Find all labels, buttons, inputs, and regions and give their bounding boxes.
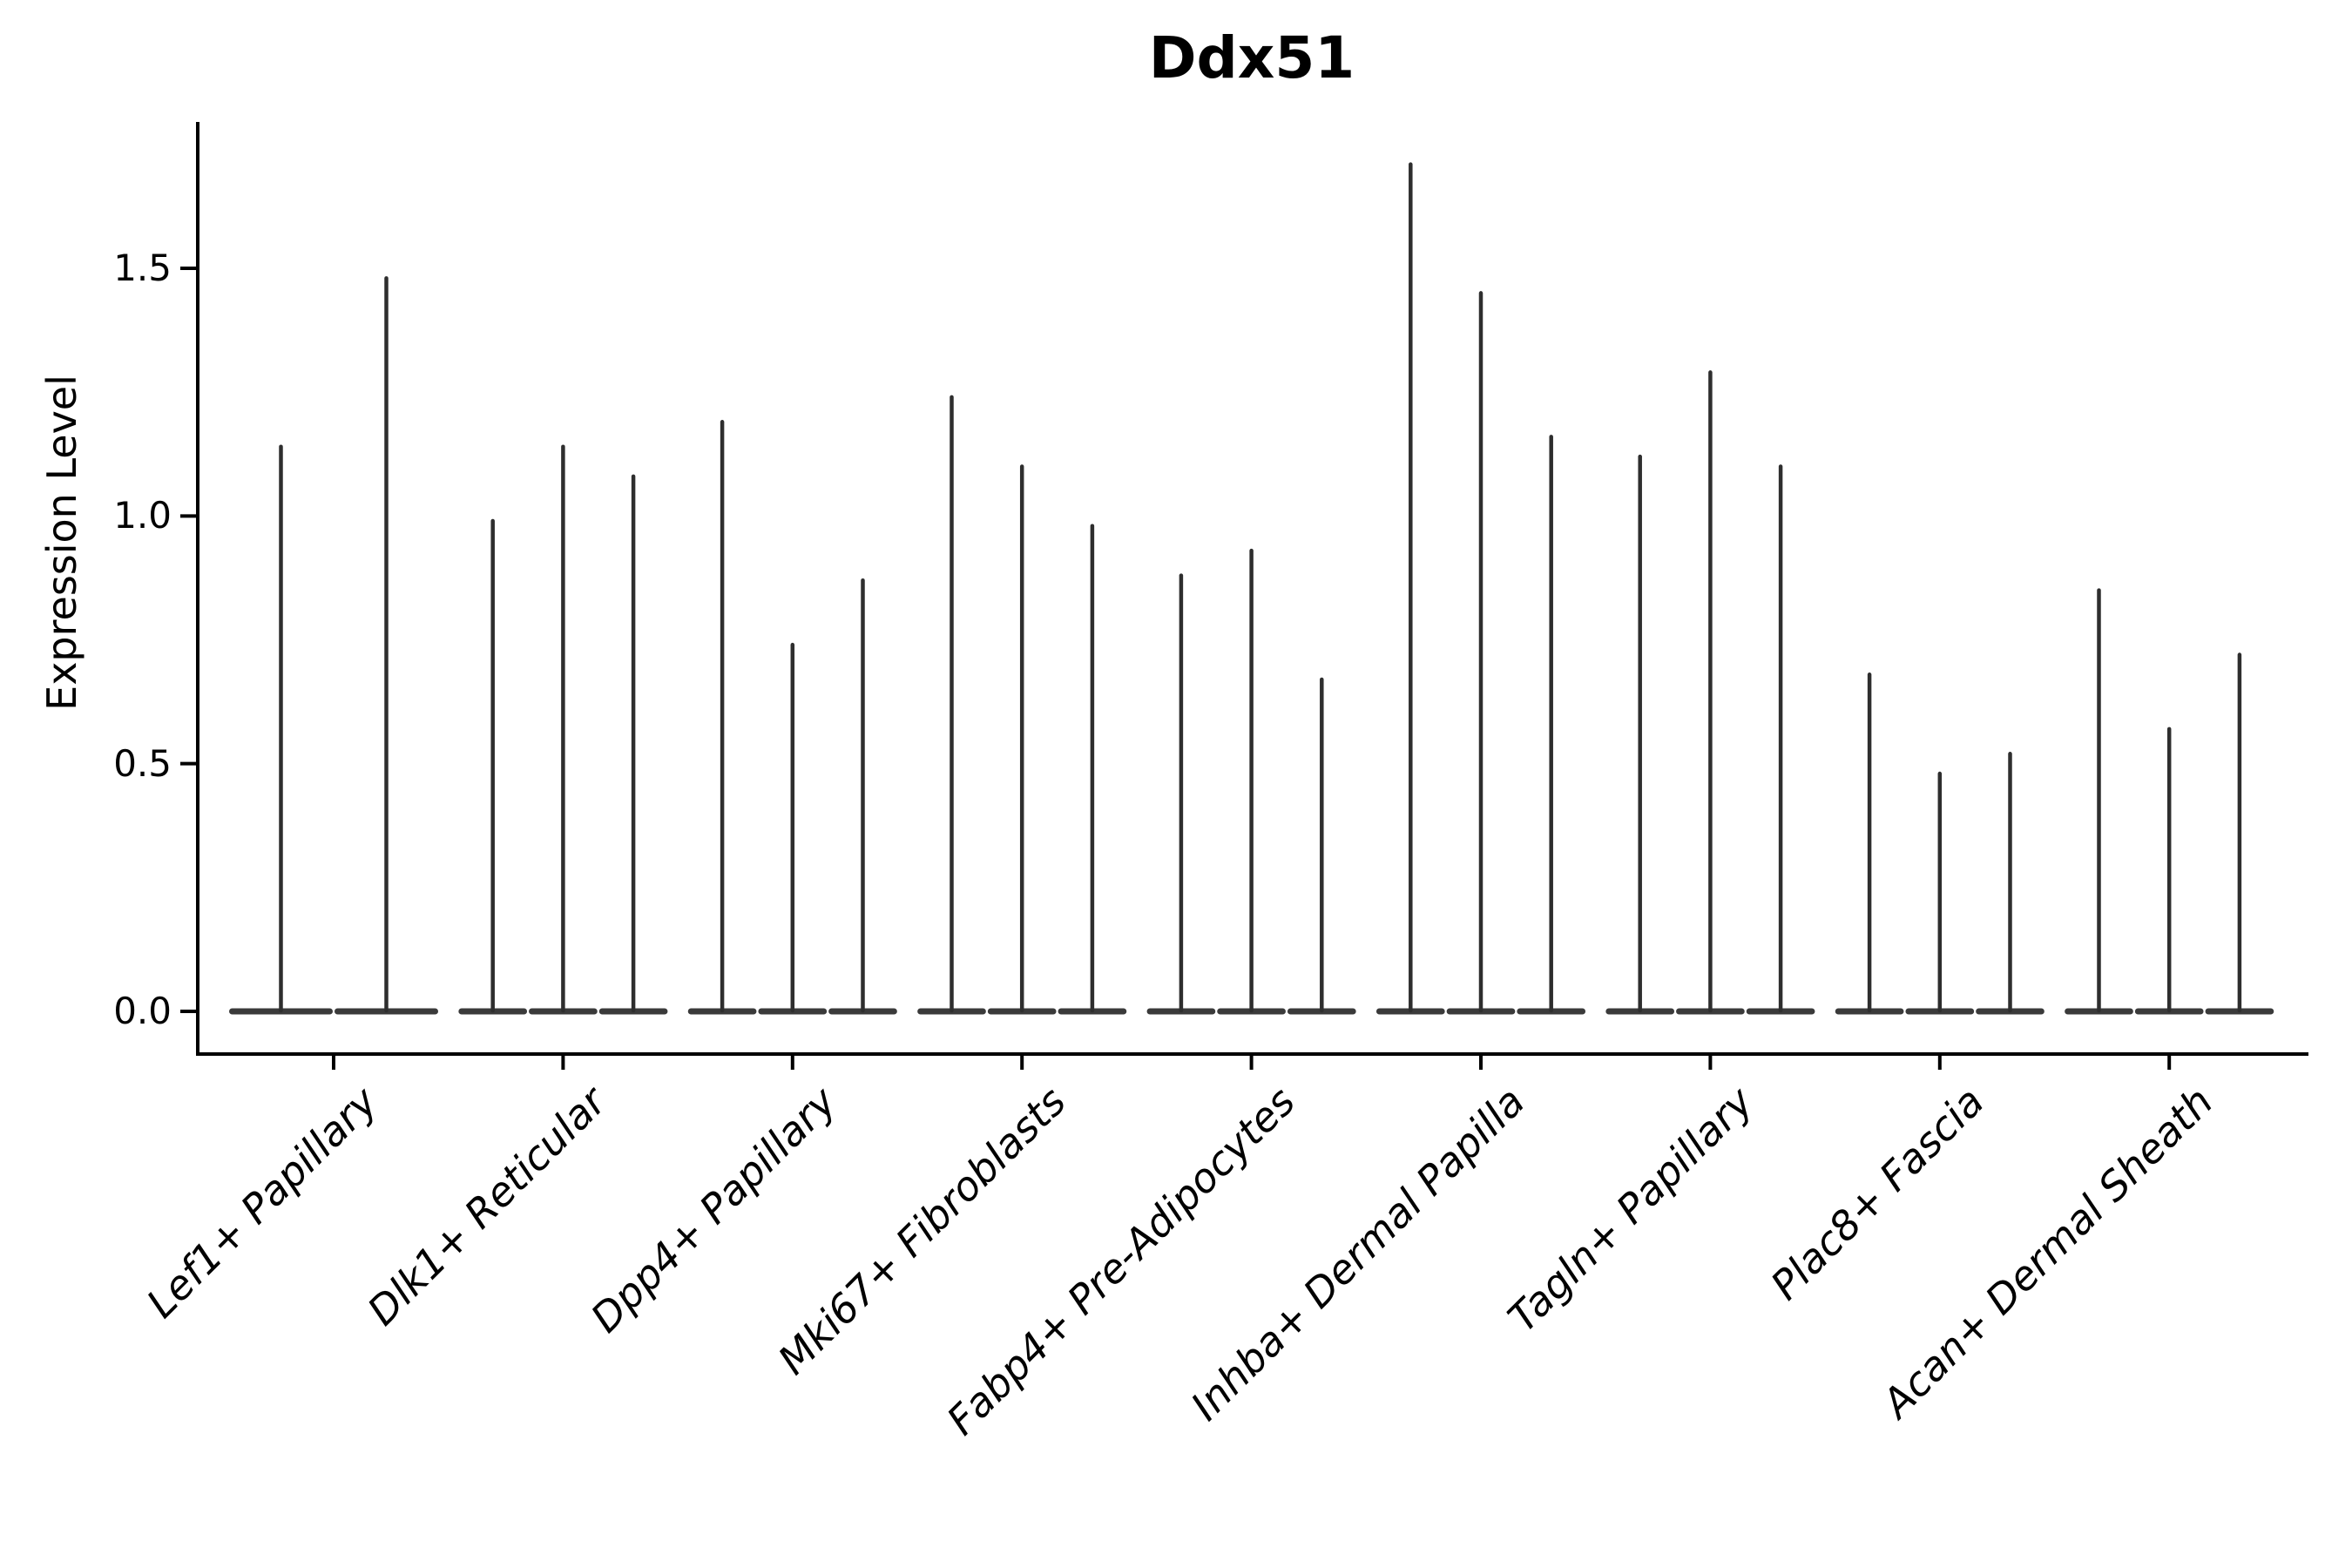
y-tick-label-1.5: 1.5: [113, 247, 172, 289]
y-tick-label-0.5: 0.5: [113, 742, 172, 785]
y-tick-label-0.0: 0.0: [113, 990, 172, 1032]
chart-title: Ddx51: [1148, 24, 1355, 91]
y-axis-label: Expression Level: [38, 375, 85, 711]
y-tick-label-1.0: 1.0: [113, 494, 172, 537]
